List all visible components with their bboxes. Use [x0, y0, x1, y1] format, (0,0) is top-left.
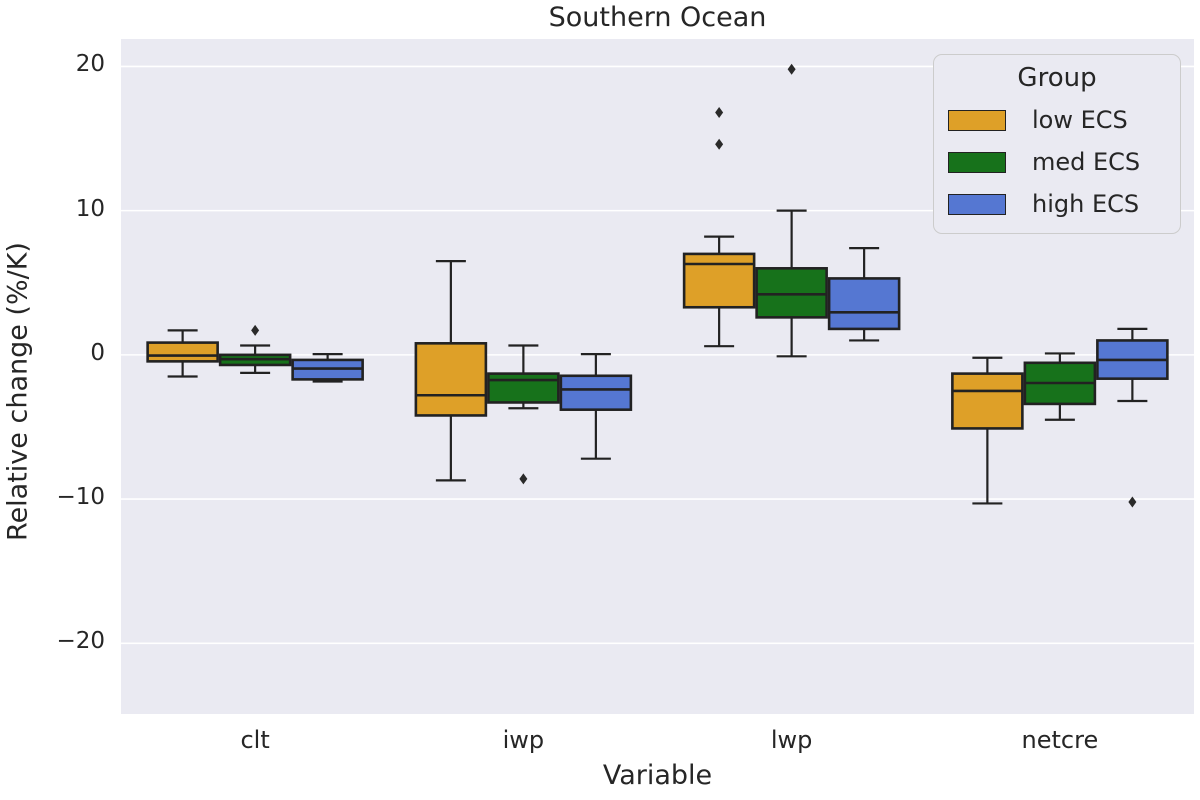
legend-entry-med-ecs: med ECS: [934, 141, 1180, 183]
outlier-marker: [519, 473, 528, 485]
y-tick-label: −20: [56, 628, 105, 655]
outlier-marker: [1128, 496, 1137, 508]
legend-label-med-ecs: med ECS: [1032, 148, 1141, 176]
box-med-ECS-iwp: [487, 372, 560, 404]
y-tick-label: −10: [56, 484, 105, 511]
legend-entry-low-ecs: low ECS: [934, 99, 1180, 141]
y-tick-label: 0: [90, 339, 105, 366]
outlier-marker: [251, 324, 260, 336]
box-high-ECS-iwp: [559, 374, 633, 411]
box-low-ECS-clt: [146, 341, 219, 363]
x-tick-label: netcre: [1021, 726, 1099, 754]
legend-entry-high-ecs: high ECS: [934, 183, 1180, 225]
box-low-ECS-netcre: [951, 372, 1024, 430]
box-low-ECS-iwp: [414, 342, 488, 417]
x-tick-label: iwp: [502, 726, 545, 754]
box-low-ECS-lwp: [682, 252, 756, 309]
x-axis-label: Variable: [602, 760, 713, 791]
y-tick-label: 20: [75, 51, 105, 78]
x-tick-label: clt: [240, 726, 270, 754]
legend-swatch-high-ecs-icon: [948, 193, 1006, 215]
legend-swatch-low-ecs-icon: [948, 109, 1006, 131]
box-high-ECS-lwp: [827, 277, 901, 331]
legend-label-high-ecs: high ECS: [1032, 190, 1140, 218]
legend-swatch-med-ecs-icon: [948, 151, 1006, 173]
chart-title: Southern Ocean: [548, 2, 767, 33]
legend-label-low-ecs: low ECS: [1032, 106, 1128, 134]
outlier-marker: [787, 63, 796, 75]
legend-title: Group: [1017, 63, 1097, 93]
legend: Group low ECS med ECS high ECS: [933, 54, 1181, 234]
x-tick-label: lwp: [770, 726, 813, 754]
outlier-marker: [715, 107, 724, 119]
y-tick-label: 10: [75, 195, 105, 222]
outlier-marker: [715, 138, 724, 150]
box-med-ECS-lwp: [755, 267, 828, 319]
